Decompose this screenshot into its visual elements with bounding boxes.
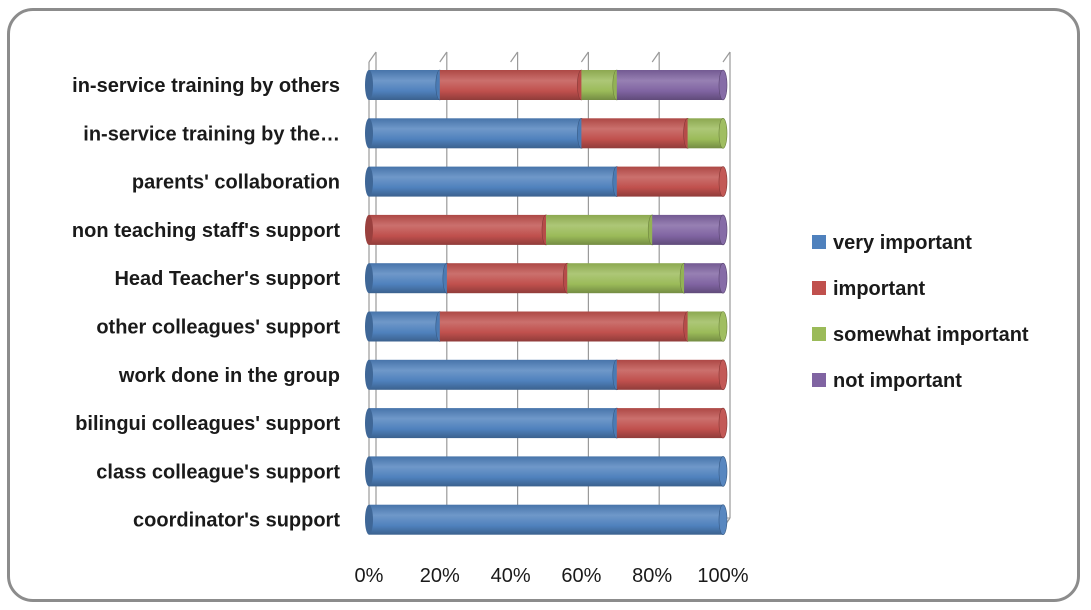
- bar-segment-important: [369, 215, 546, 245]
- bar-segment-important: [447, 263, 567, 293]
- bar-segment-very-important: [369, 312, 440, 342]
- gridline-depth-top: [369, 52, 376, 62]
- bar-end-cap: [719, 70, 727, 100]
- bar-start-cap: [365, 263, 373, 293]
- bar-end-cap: [719, 215, 727, 245]
- bar-segment-very-important: [369, 70, 440, 100]
- bar-end-cap: [719, 167, 727, 197]
- bar-end-cap: [719, 118, 727, 148]
- bar-start-cap: [365, 118, 373, 148]
- bar-segment-not-important: [652, 215, 723, 245]
- bars: [365, 70, 727, 535]
- bar-segment-somewhat-important: [546, 215, 652, 245]
- gridline-depth-top: [723, 52, 730, 62]
- bar-segment-somewhat-important: [581, 70, 616, 100]
- legend-item-somewhat-important: somewhat important: [812, 324, 1029, 346]
- bar-segment-very-important: [369, 167, 617, 197]
- category-label: class colleague's support: [96, 461, 340, 483]
- legend-label: important: [833, 278, 926, 300]
- bar-segment-not-important: [684, 263, 723, 293]
- gridline-depth-top: [511, 52, 518, 62]
- legend-label: not important: [833, 370, 962, 392]
- bar-segment-important: [440, 312, 688, 342]
- legend: very important important somewhat importan…: [812, 232, 1029, 392]
- bar-start-cap: [365, 312, 373, 342]
- bar-start-cap: [365, 70, 373, 100]
- legend-swatch: [812, 373, 826, 387]
- x-tick-label: 40%: [491, 565, 531, 587]
- bar-segment-important: [617, 360, 723, 390]
- bar-segment-very-important: [369, 505, 723, 535]
- category-label: work done in the group: [118, 365, 340, 387]
- bar-segment-very-important: [369, 263, 447, 293]
- bar-start-cap: [365, 456, 373, 486]
- legend-label: somewhat important: [833, 324, 1029, 346]
- bar-start-cap: [365, 505, 373, 535]
- bar-end-cap: [719, 263, 727, 293]
- category-label: in-service training by the…: [83, 123, 340, 145]
- bar-end-cap: [719, 456, 727, 486]
- bar-segment-somewhat-important: [688, 312, 723, 342]
- bar-segment-somewhat-important: [688, 118, 723, 148]
- bar-segment-very-important: [369, 456, 723, 486]
- category-label: Head Teacher's support: [114, 268, 340, 290]
- bar-segment-very-important: [369, 118, 581, 148]
- category-label: parents' collaboration: [132, 172, 340, 194]
- x-tick-label: 20%: [420, 565, 460, 587]
- category-label: non teaching staff's support: [72, 220, 340, 242]
- legend-swatch: [812, 281, 826, 295]
- bar-end-cap: [719, 312, 727, 342]
- bar-segment-very-important: [369, 408, 617, 438]
- category-label: in-service training by others: [72, 75, 340, 97]
- x-tick-label: 100%: [697, 565, 748, 587]
- legend-item-not-important: not important: [812, 370, 962, 392]
- bar-segment-important: [617, 167, 723, 197]
- bar-segment-important: [581, 118, 687, 148]
- x-axis-ticks: 0% 20% 40% 60% 80% 100%: [355, 565, 749, 587]
- bar-segment-somewhat-important: [567, 263, 684, 293]
- gridline-depth-top: [652, 52, 659, 62]
- bar-end-cap: [719, 505, 727, 535]
- category-label: bilingui colleagues' support: [75, 413, 340, 435]
- legend-item-very-important: very important: [812, 232, 972, 254]
- x-tick-label: 0%: [355, 565, 384, 587]
- legend-swatch: [812, 327, 826, 341]
- bar-start-cap: [365, 408, 373, 438]
- bar-end-cap: [719, 408, 727, 438]
- legend-swatch: [812, 235, 826, 249]
- bar-start-cap: [365, 360, 373, 390]
- bar-segment-important: [617, 408, 723, 438]
- bar-start-cap: [365, 167, 373, 197]
- category-label: other colleagues' support: [96, 317, 340, 339]
- bar-end-cap: [719, 360, 727, 390]
- bar-segment-very-important: [369, 360, 617, 390]
- gridline-depth-top: [581, 52, 588, 62]
- gridline-depth-top: [440, 52, 447, 62]
- bar-segment-important: [440, 70, 582, 100]
- legend-label: very important: [833, 232, 972, 254]
- x-tick-label: 60%: [561, 565, 601, 587]
- category-labels: in-service training by others in-service …: [72, 75, 340, 532]
- category-label: coordinator's support: [133, 510, 340, 532]
- x-tick-label: 80%: [632, 565, 672, 587]
- legend-item-important: important: [812, 278, 926, 300]
- bar-start-cap: [365, 215, 373, 245]
- bar-segment-not-important: [617, 70, 723, 100]
